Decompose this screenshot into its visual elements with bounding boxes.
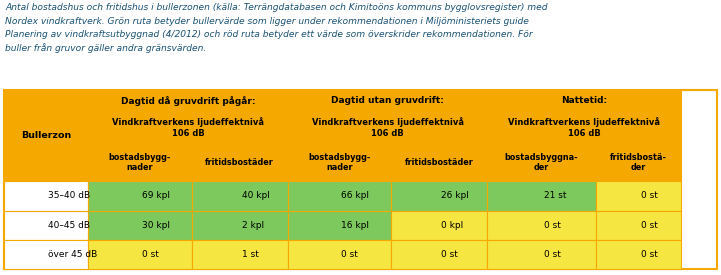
Text: 35–40 dB: 35–40 dB xyxy=(48,191,90,200)
Bar xyxy=(192,210,288,240)
Bar xyxy=(88,90,288,111)
Text: 0 st: 0 st xyxy=(441,250,458,259)
Text: över 45 dB: över 45 dB xyxy=(48,250,97,259)
Text: 2 kpl: 2 kpl xyxy=(242,221,264,230)
Text: 40 kpl: 40 kpl xyxy=(242,191,270,200)
Bar xyxy=(88,144,192,181)
Bar xyxy=(596,210,681,240)
Bar xyxy=(4,210,88,240)
Bar xyxy=(487,181,596,210)
Bar xyxy=(596,240,681,269)
Bar xyxy=(392,181,487,210)
Text: Dagtid utan gruvdrift:: Dagtid utan gruvdrift: xyxy=(331,96,444,105)
Text: 0 st: 0 st xyxy=(342,250,358,259)
Text: Dagtid då gruvdrift pågår:: Dagtid då gruvdrift pågår: xyxy=(120,95,255,106)
Bar xyxy=(288,240,392,269)
Bar xyxy=(392,144,487,181)
Bar xyxy=(88,210,192,240)
Bar xyxy=(192,181,288,210)
Bar xyxy=(487,144,596,181)
Text: Nordex vindkraftverk. Grön ruta betyder bullervärde som ligger under rekommendat: Nordex vindkraftverk. Grön ruta betyder … xyxy=(5,16,529,26)
Text: fritidsbostäder: fritidsbostäder xyxy=(205,158,274,167)
Text: Vindkraftverkens ljudeffektnivå
106 dB: Vindkraftverkens ljudeffektnivå 106 dB xyxy=(112,117,264,138)
Bar xyxy=(192,240,288,269)
Text: 66 kpl: 66 kpl xyxy=(342,191,369,200)
Text: bostadsbygg-
nader: bostadsbygg- nader xyxy=(109,153,171,172)
Text: 69 kpl: 69 kpl xyxy=(142,191,170,200)
Bar xyxy=(88,181,192,210)
Text: 0 st: 0 st xyxy=(544,221,560,230)
Bar xyxy=(4,90,88,181)
Text: Vindkraftverkens ljudeffektnivå
106 dB: Vindkraftverkens ljudeffektnivå 106 dB xyxy=(311,117,464,138)
Text: 30 kpl: 30 kpl xyxy=(142,221,170,230)
Text: fritidsbostäder: fritidsbostäder xyxy=(405,158,474,167)
Text: 0 st: 0 st xyxy=(640,191,658,200)
Text: 26 kpl: 26 kpl xyxy=(441,191,469,200)
Bar xyxy=(487,111,681,144)
Bar xyxy=(392,240,487,269)
Text: Bullerzon: Bullerzon xyxy=(21,131,71,140)
Text: Antal bostadshus och fritidshus i bullerzonen (källa: Terrängdatabasen och Kimit: Antal bostadshus och fritidshus i buller… xyxy=(5,3,547,12)
Text: bostadsbygg-
nader: bostadsbygg- nader xyxy=(309,153,371,172)
Bar xyxy=(487,240,596,269)
Bar xyxy=(88,111,288,144)
Bar xyxy=(596,144,681,181)
Bar xyxy=(392,210,487,240)
Bar xyxy=(288,144,392,181)
Bar xyxy=(288,181,392,210)
Text: 16 kpl: 16 kpl xyxy=(342,221,369,230)
Bar xyxy=(4,90,717,269)
Text: 0 kpl: 0 kpl xyxy=(441,221,464,230)
Text: bostadsbyggna-
der: bostadsbyggna- der xyxy=(505,153,578,172)
Bar xyxy=(4,181,88,210)
Text: Vindkraftverkens ljudeffektnivå
106 dB: Vindkraftverkens ljudeffektnivå 106 dB xyxy=(508,117,660,138)
Bar xyxy=(487,90,681,111)
Text: buller från gruvor gäller andra gränsvärden.: buller från gruvor gäller andra gränsvär… xyxy=(5,43,206,53)
Bar xyxy=(192,144,288,181)
Text: 0 st: 0 st xyxy=(544,250,560,259)
Text: 21 st: 21 st xyxy=(544,191,566,200)
Bar xyxy=(487,210,596,240)
Text: fritidsbostä-
der: fritidsbostä- der xyxy=(610,153,667,172)
Text: Planering av vindkraftsutbyggnad (4/2012) och röd ruta betyder ett värde som öve: Planering av vindkraftsutbyggnad (4/2012… xyxy=(5,30,533,39)
Text: 0 st: 0 st xyxy=(142,250,159,259)
Bar xyxy=(288,90,487,111)
Bar xyxy=(288,111,487,144)
Text: 0 st: 0 st xyxy=(640,221,658,230)
Bar xyxy=(596,181,681,210)
Bar xyxy=(4,240,88,269)
Bar xyxy=(288,210,392,240)
Text: 1 st: 1 st xyxy=(242,250,259,259)
Text: Nattetid:: Nattetid: xyxy=(562,96,608,105)
Text: 0 st: 0 st xyxy=(640,250,658,259)
Bar xyxy=(88,240,192,269)
Text: 40–45 dB: 40–45 dB xyxy=(48,221,90,230)
